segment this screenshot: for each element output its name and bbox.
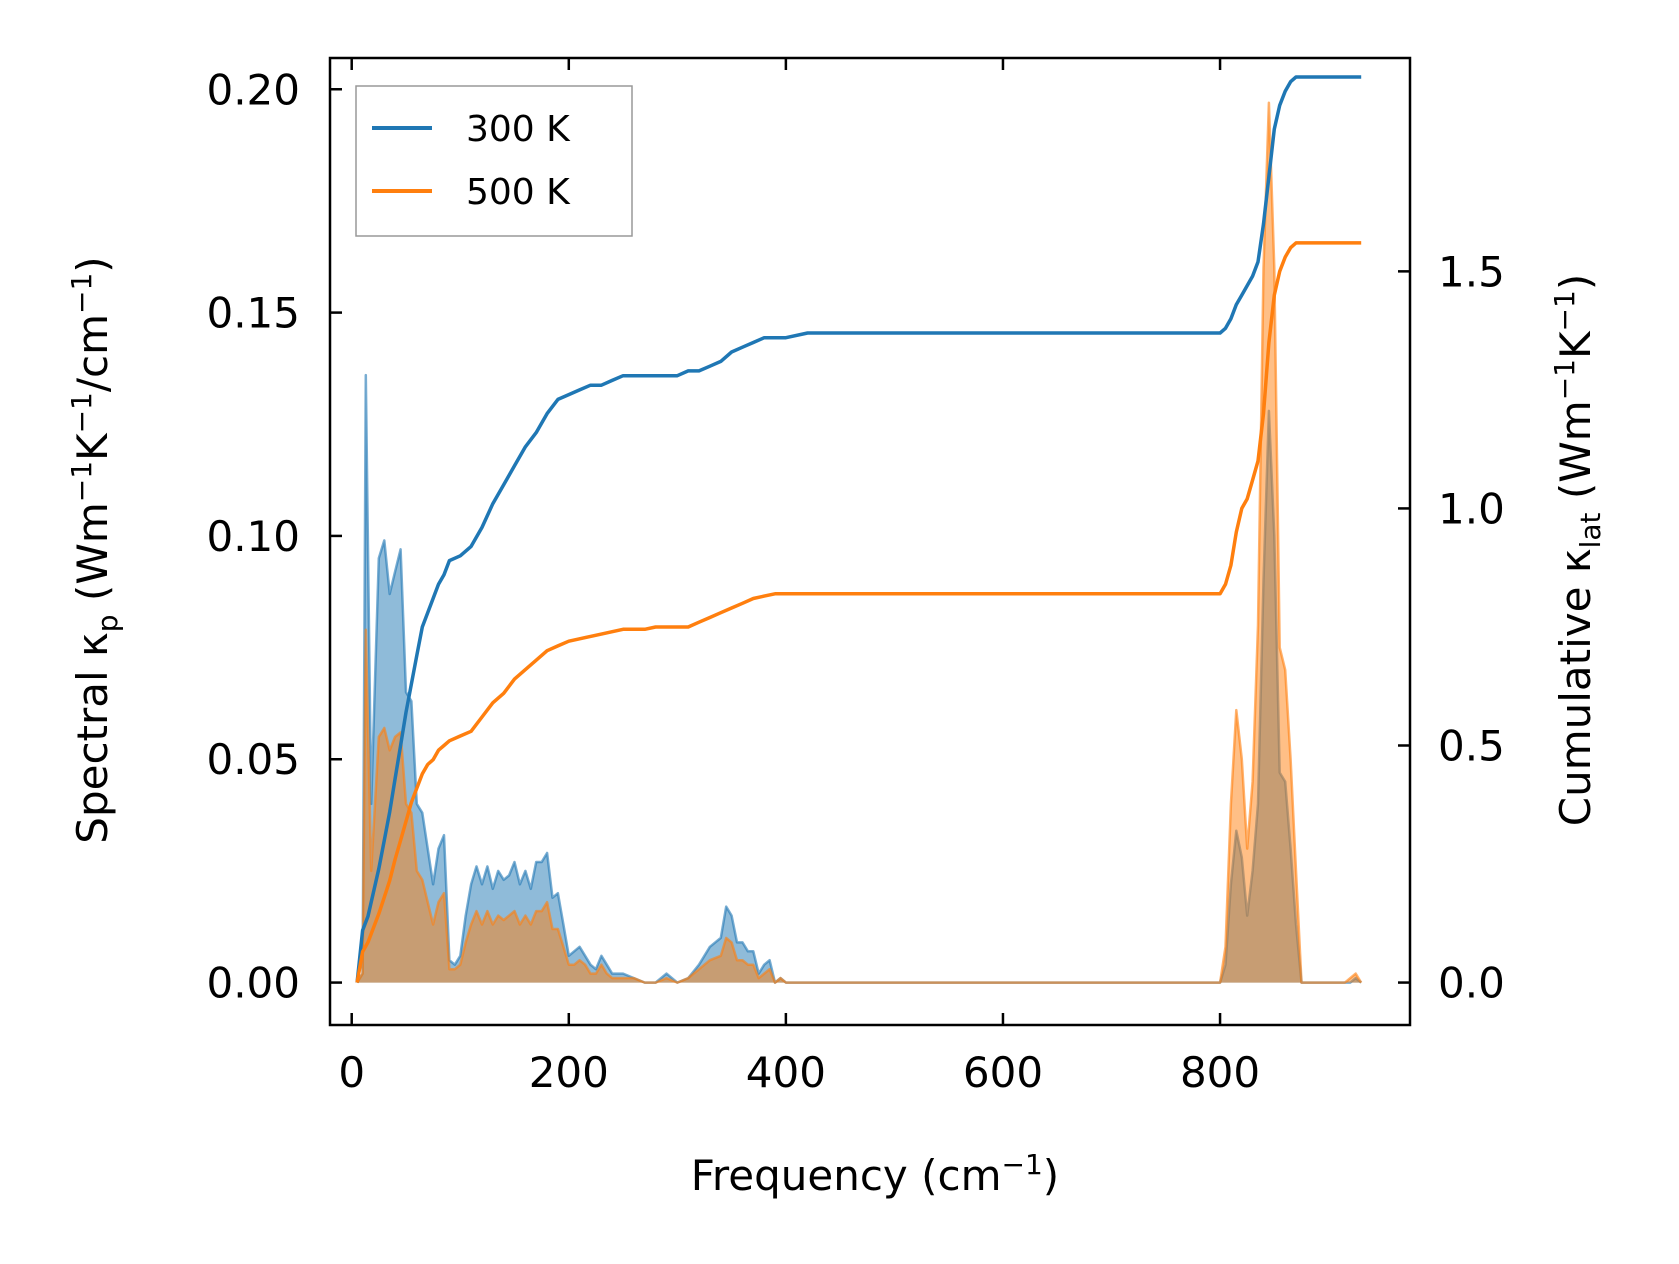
cumulative-line-500k — [355, 241, 1362, 983]
x-tick-label: 600 — [963, 1048, 1043, 1097]
legend-label-500k: 500 K — [466, 172, 571, 213]
x-axis-title: Frequency (cm−1) — [691, 1148, 1059, 1200]
y-left-tick-label: 0.15 — [206, 289, 300, 338]
spectral-area-300k — [357, 375, 1362, 983]
y-left-tick-label: 0.20 — [206, 65, 300, 114]
legend: 300 K 500 K — [355, 85, 633, 237]
y-right-tick-label: 0.0 — [1438, 959, 1505, 1008]
x-tick-label: 0 — [338, 1048, 365, 1097]
y-left-tick-label: 0.00 — [206, 959, 300, 1008]
legend-box — [355, 85, 633, 237]
y-axis-right-title: Cumulative κlat (Wm−1K−1) — [1548, 274, 1607, 826]
x-tick-label: 800 — [1180, 1048, 1260, 1097]
y-right-tick-label: 0.5 — [1438, 721, 1505, 770]
y-right-tick-label: 1.0 — [1438, 484, 1505, 533]
spectral-layer — [356, 101, 1363, 984]
plot-frame — [328, 56, 1412, 1027]
ticks-layer: 0 200 400 600 800 0.00 0.05 0.10 0.15 0.20 0.0 0.5 1… — [206, 58, 1505, 1097]
y-left-tick-label: 0.05 — [206, 735, 300, 784]
cumulative-line-300k — [355, 75, 1362, 983]
spectral-area-500k — [357, 102, 1362, 983]
x-tick-label: 400 — [746, 1048, 826, 1097]
y-axis-left-title: Spectral κp (Wm−1K−1/cm−1) — [65, 256, 124, 843]
y-left-tick-label: 0.10 — [206, 512, 300, 561]
cumulative-layer — [355, 75, 1362, 983]
y-right-tick-label: 1.5 — [1438, 247, 1505, 296]
x-tick-label: 200 — [529, 1048, 609, 1097]
spectral-line-500k — [356, 101, 1363, 984]
legend-label-300k: 300 K — [466, 109, 571, 150]
